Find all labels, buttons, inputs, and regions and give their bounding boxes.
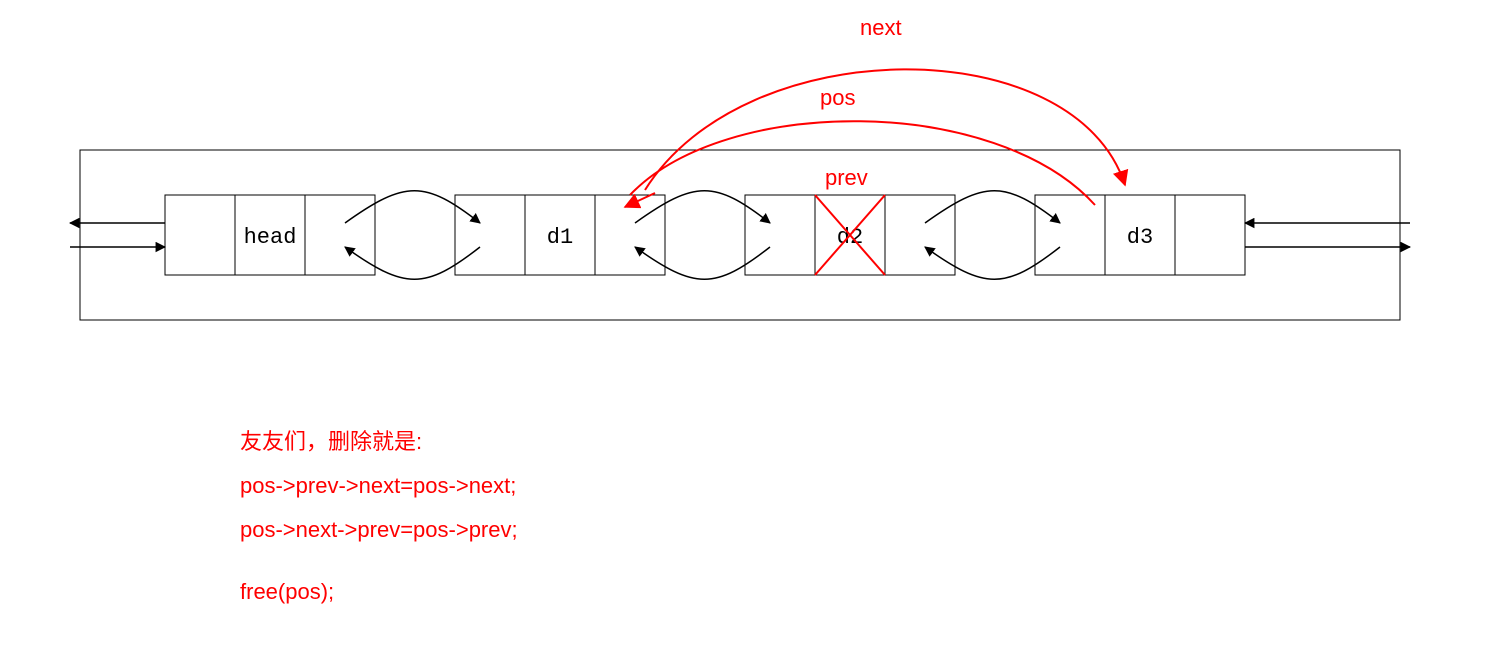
caption-line-4: free(pos);: [240, 570, 518, 614]
anno-next-arc: [645, 69, 1125, 190]
node-label-head: head: [244, 225, 297, 250]
anno-pos-label: pos: [820, 85, 855, 110]
linked-list-svg: headd1d2d3nextposprev: [0, 0, 1503, 654]
caption-line-2: pos->prev->next=pos->next;: [240, 464, 518, 508]
node-label-d3: d3: [1127, 225, 1153, 250]
anno-next-label: next: [860, 15, 902, 40]
caption-block: 友友们，删除就是: pos->prev->next=pos->next; pos…: [240, 420, 518, 614]
caption-line-1: 友友们，删除就是:: [240, 420, 518, 464]
node-label-d1: d1: [547, 225, 573, 250]
diagram-canvas: headd1d2d3nextposprev 友友们，删除就是: pos->pre…: [0, 0, 1503, 654]
caption-line-3: pos->next->prev=pos->prev;: [240, 508, 518, 552]
anno-prev-label: prev: [825, 165, 868, 190]
anno-pos-arc: [630, 121, 1095, 205]
